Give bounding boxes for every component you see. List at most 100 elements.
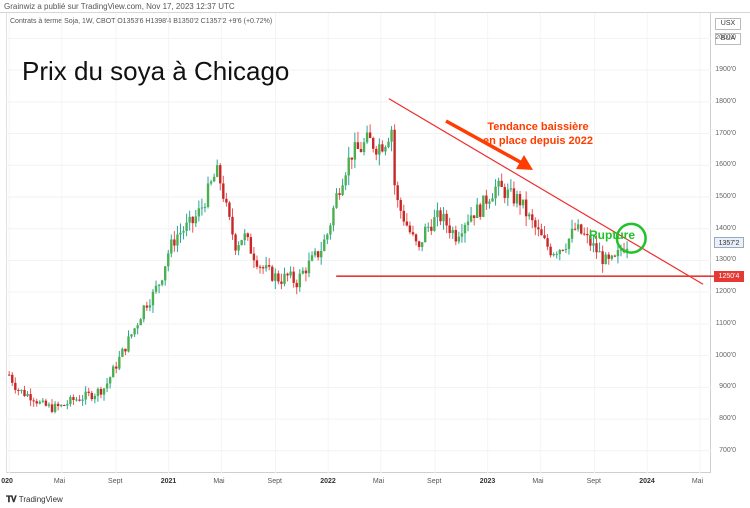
y-tick-label: 700'0: [719, 446, 736, 454]
chart-area[interactable]: Contrats à terme Soja, 1W, CBOT O1353'6 …: [0, 12, 750, 492]
breakout-circle: [615, 222, 647, 254]
y-tick-label: 1200'0: [715, 288, 736, 296]
candle-up: [323, 239, 326, 251]
candle-up: [329, 225, 332, 235]
candle-down: [402, 210, 405, 222]
candle-down: [549, 246, 552, 256]
footer-brand: TradingView: [18, 495, 63, 504]
candle-down: [7, 374, 11, 376]
tradingview-logo-icon: 𝐓𝐕: [6, 494, 17, 504]
candle-down: [414, 234, 418, 242]
candle-up: [121, 348, 124, 357]
candle-up: [215, 165, 219, 177]
x-tick-label: 2023: [479, 478, 496, 485]
candle-down: [531, 214, 534, 221]
candle-up: [96, 388, 100, 396]
candle-up: [482, 195, 485, 217]
candle-down: [261, 267, 265, 269]
candle-up: [154, 285, 158, 292]
footer[interactable]: 𝐓𝐕 TradingView: [6, 494, 63, 505]
candle-up: [476, 204, 479, 218]
chart-title: Prix du soya à Chicago: [22, 56, 290, 86]
candle-down: [417, 241, 421, 247]
candle-up: [167, 253, 170, 267]
candle-up: [365, 132, 369, 143]
candle-up: [84, 391, 87, 400]
candle-up: [237, 244, 240, 251]
candle-up: [625, 248, 629, 252]
candle-down: [546, 238, 549, 247]
candle-down: [222, 183, 225, 199]
candle-up: [576, 224, 580, 230]
candle-up: [491, 198, 494, 202]
candle-up: [243, 233, 246, 241]
candle-up: [610, 255, 614, 259]
candle-up: [264, 265, 268, 269]
candle-up: [20, 389, 23, 391]
trend-arrow-shaft: [445, 119, 523, 165]
candle-down: [408, 225, 412, 233]
candle-up: [347, 157, 350, 176]
candle-up: [194, 216, 197, 224]
candle-up: [310, 255, 314, 261]
candle-up: [118, 356, 121, 369]
candle-up: [384, 147, 387, 152]
candle-up: [105, 383, 109, 389]
candle-up: [460, 233, 464, 237]
trend-arrow-head-icon: [516, 155, 533, 170]
candle-down: [32, 400, 35, 402]
y-tick-label: 1900'0: [715, 66, 736, 74]
candle-down: [448, 225, 451, 234]
candle-down: [99, 388, 103, 395]
x-tick-label: Sept: [586, 478, 601, 485]
candle-down: [411, 232, 415, 235]
candle-up: [604, 254, 607, 265]
candle-up: [378, 144, 381, 155]
last-price-tag: 1357'2: [714, 237, 744, 249]
candle-up: [75, 399, 78, 401]
candle-down: [268, 265, 271, 267]
candle-up: [41, 400, 45, 402]
candle-up: [182, 230, 185, 233]
candle-up: [188, 216, 191, 223]
candle-up: [130, 334, 133, 337]
candle-down: [44, 400, 48, 406]
candle-down: [399, 200, 402, 211]
candle-down: [35, 401, 38, 404]
candle-up: [133, 328, 136, 335]
x-tick-label: 2021: [160, 478, 177, 485]
candle-down: [78, 399, 81, 401]
candle-down: [518, 194, 522, 206]
candle-up: [506, 189, 509, 198]
candle-down: [246, 233, 249, 238]
y-tick-label: 1300'0: [715, 256, 736, 264]
candle-down: [439, 210, 442, 222]
candle-down: [56, 403, 60, 407]
y-tick-label: 1800'0: [715, 97, 736, 105]
candle-up: [570, 228, 574, 239]
candle-up: [108, 377, 112, 384]
candle-up: [457, 236, 461, 242]
candle-down: [589, 235, 592, 246]
candle-up: [289, 271, 292, 276]
candle-up: [142, 305, 145, 320]
candle-up: [38, 401, 41, 404]
currency-button[interactable]: USX: [715, 18, 741, 30]
trend-annotation: Tendance baissière en place depuis 2022: [468, 120, 608, 148]
candle-up: [240, 240, 243, 245]
candle-down: [252, 253, 256, 261]
candle-down: [479, 204, 482, 217]
candle-up: [592, 243, 595, 246]
support-price-tag: 1250'4: [714, 271, 744, 283]
candle-down: [375, 148, 378, 155]
candle-down: [573, 228, 577, 230]
candle-down: [586, 233, 589, 236]
candle-down: [524, 199, 528, 217]
candle-up: [463, 225, 467, 234]
y-tick-label: 2000'0: [715, 34, 736, 42]
candle-up: [307, 260, 311, 274]
candle-down: [292, 271, 295, 283]
candle-up: [206, 183, 210, 207]
unit-button[interactable]: BUA: [715, 33, 741, 45]
candle-up: [497, 180, 500, 187]
